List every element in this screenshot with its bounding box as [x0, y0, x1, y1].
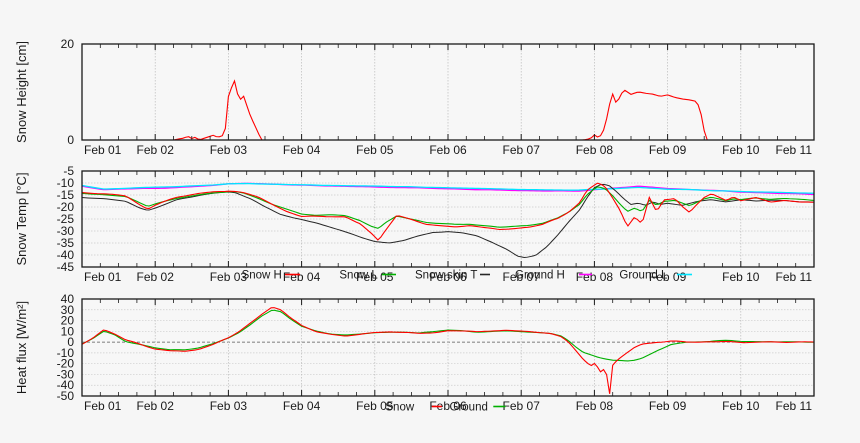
svg-text:Feb 11: Feb 11	[776, 270, 813, 284]
svg-text:Feb 02: Feb 02	[137, 399, 175, 413]
svg-text:Feb 04: Feb 04	[283, 143, 321, 157]
svg-text:Feb 10: Feb 10	[722, 270, 760, 284]
svg-text:Feb 06: Feb 06	[429, 143, 467, 157]
svg-text:Feb 08: Feb 08	[576, 143, 614, 157]
svg-text:Feb 03: Feb 03	[210, 143, 248, 157]
svg-text:-45: -45	[57, 260, 75, 274]
svg-text:Feb 08: Feb 08	[576, 399, 614, 413]
svg-text:-50: -50	[57, 389, 75, 403]
svg-text:Feb 02: Feb 02	[137, 143, 175, 157]
svg-text:Snow skin T: Snow skin T	[415, 270, 477, 282]
svg-text:Feb 09: Feb 09	[649, 143, 687, 157]
svg-text:Heat flux [W/m²]: Heat flux [W/m²]	[14, 301, 29, 394]
svg-text:Feb 10: Feb 10	[722, 399, 760, 413]
svg-text:Feb 02: Feb 02	[137, 270, 175, 284]
svg-text:Snow: Snow	[385, 402, 414, 414]
svg-text:Snow Temp [°C]: Snow Temp [°C]	[14, 172, 29, 265]
svg-text:Feb 03: Feb 03	[210, 399, 248, 413]
svg-text:Ground H: Ground H	[515, 270, 565, 282]
svg-text:Snow Height [cm]: Snow Height [cm]	[14, 41, 29, 143]
svg-text:Feb 01: Feb 01	[84, 143, 122, 157]
svg-text:Snow L: Snow L	[339, 270, 378, 282]
svg-text:Ground L: Ground L	[619, 270, 668, 282]
svg-text:Feb 07: Feb 07	[503, 399, 541, 413]
svg-text:Feb 09: Feb 09	[649, 399, 687, 413]
svg-text:Feb 10: Feb 10	[722, 143, 760, 157]
svg-text:20: 20	[61, 37, 75, 51]
svg-text:Feb 08: Feb 08	[576, 270, 614, 284]
svg-text:Feb 01: Feb 01	[84, 270, 122, 284]
svg-text:Snow H: Snow H	[242, 270, 282, 282]
svg-text:Feb 04: Feb 04	[283, 270, 321, 284]
svg-text:0: 0	[67, 133, 74, 147]
svg-text:Feb 11: Feb 11	[776, 143, 813, 157]
svg-text:Feb 11: Feb 11	[776, 399, 813, 413]
svg-text:Feb 04: Feb 04	[283, 399, 321, 413]
svg-text:Feb 01: Feb 01	[84, 399, 122, 413]
svg-text:Feb 07: Feb 07	[503, 143, 541, 157]
svg-text:Feb 05: Feb 05	[356, 143, 394, 157]
svg-text:Ground: Ground	[450, 402, 488, 414]
